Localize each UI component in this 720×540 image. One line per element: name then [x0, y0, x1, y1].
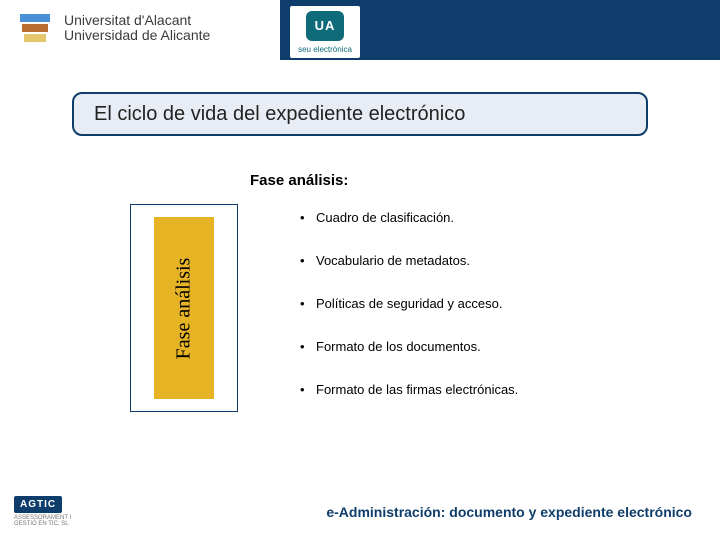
seu-badge: UA seu electrònica [290, 6, 360, 58]
phase-fill: Fase análisis [154, 217, 214, 399]
bullet-list: Cuadro de clasificación. Vocabulario de … [300, 210, 660, 425]
phase-box: Fase análisis [130, 204, 238, 412]
university-logo-block: Universitat d'Alacant Universidad de Ali… [16, 10, 266, 46]
agtic-logo-sub: ASSESSORAMENT I GESTIÓ EN TIC, SL [14, 515, 94, 528]
list-item: Formato de las firmas electrónicas. [300, 382, 660, 397]
list-item: Formato de los documentos. [300, 339, 660, 354]
section-heading: Fase análisis: [250, 172, 348, 189]
list-item: Vocabulario de metadatos. [300, 253, 660, 268]
ua-square-icon: UA [306, 11, 344, 41]
seu-sublabel: seu electrònica [298, 45, 352, 54]
header: Universitat d'Alacant Universidad de Ali… [0, 0, 720, 66]
agtic-logo-text: AGTIC [14, 496, 62, 513]
phase-label: Fase análisis [173, 257, 196, 359]
slide-title-pill: El ciclo de vida del expediente electrón… [72, 92, 648, 136]
list-item: Políticas de seguridad y acceso. [300, 296, 660, 311]
list-item: Cuadro de clasificación. [300, 210, 660, 225]
university-name-es: Universidad de Alicante [64, 28, 210, 43]
footer-caption: e-Administración: documento y expediente… [326, 504, 692, 520]
slide-title: El ciclo de vida del expediente electrón… [94, 103, 465, 126]
ua-stripes-icon [16, 10, 56, 46]
university-name-ca: Universitat d'Alacant [64, 13, 210, 28]
footer-logo: AGTIC ASSESSORAMENT I GESTIÓ EN TIC, SL [14, 494, 94, 528]
